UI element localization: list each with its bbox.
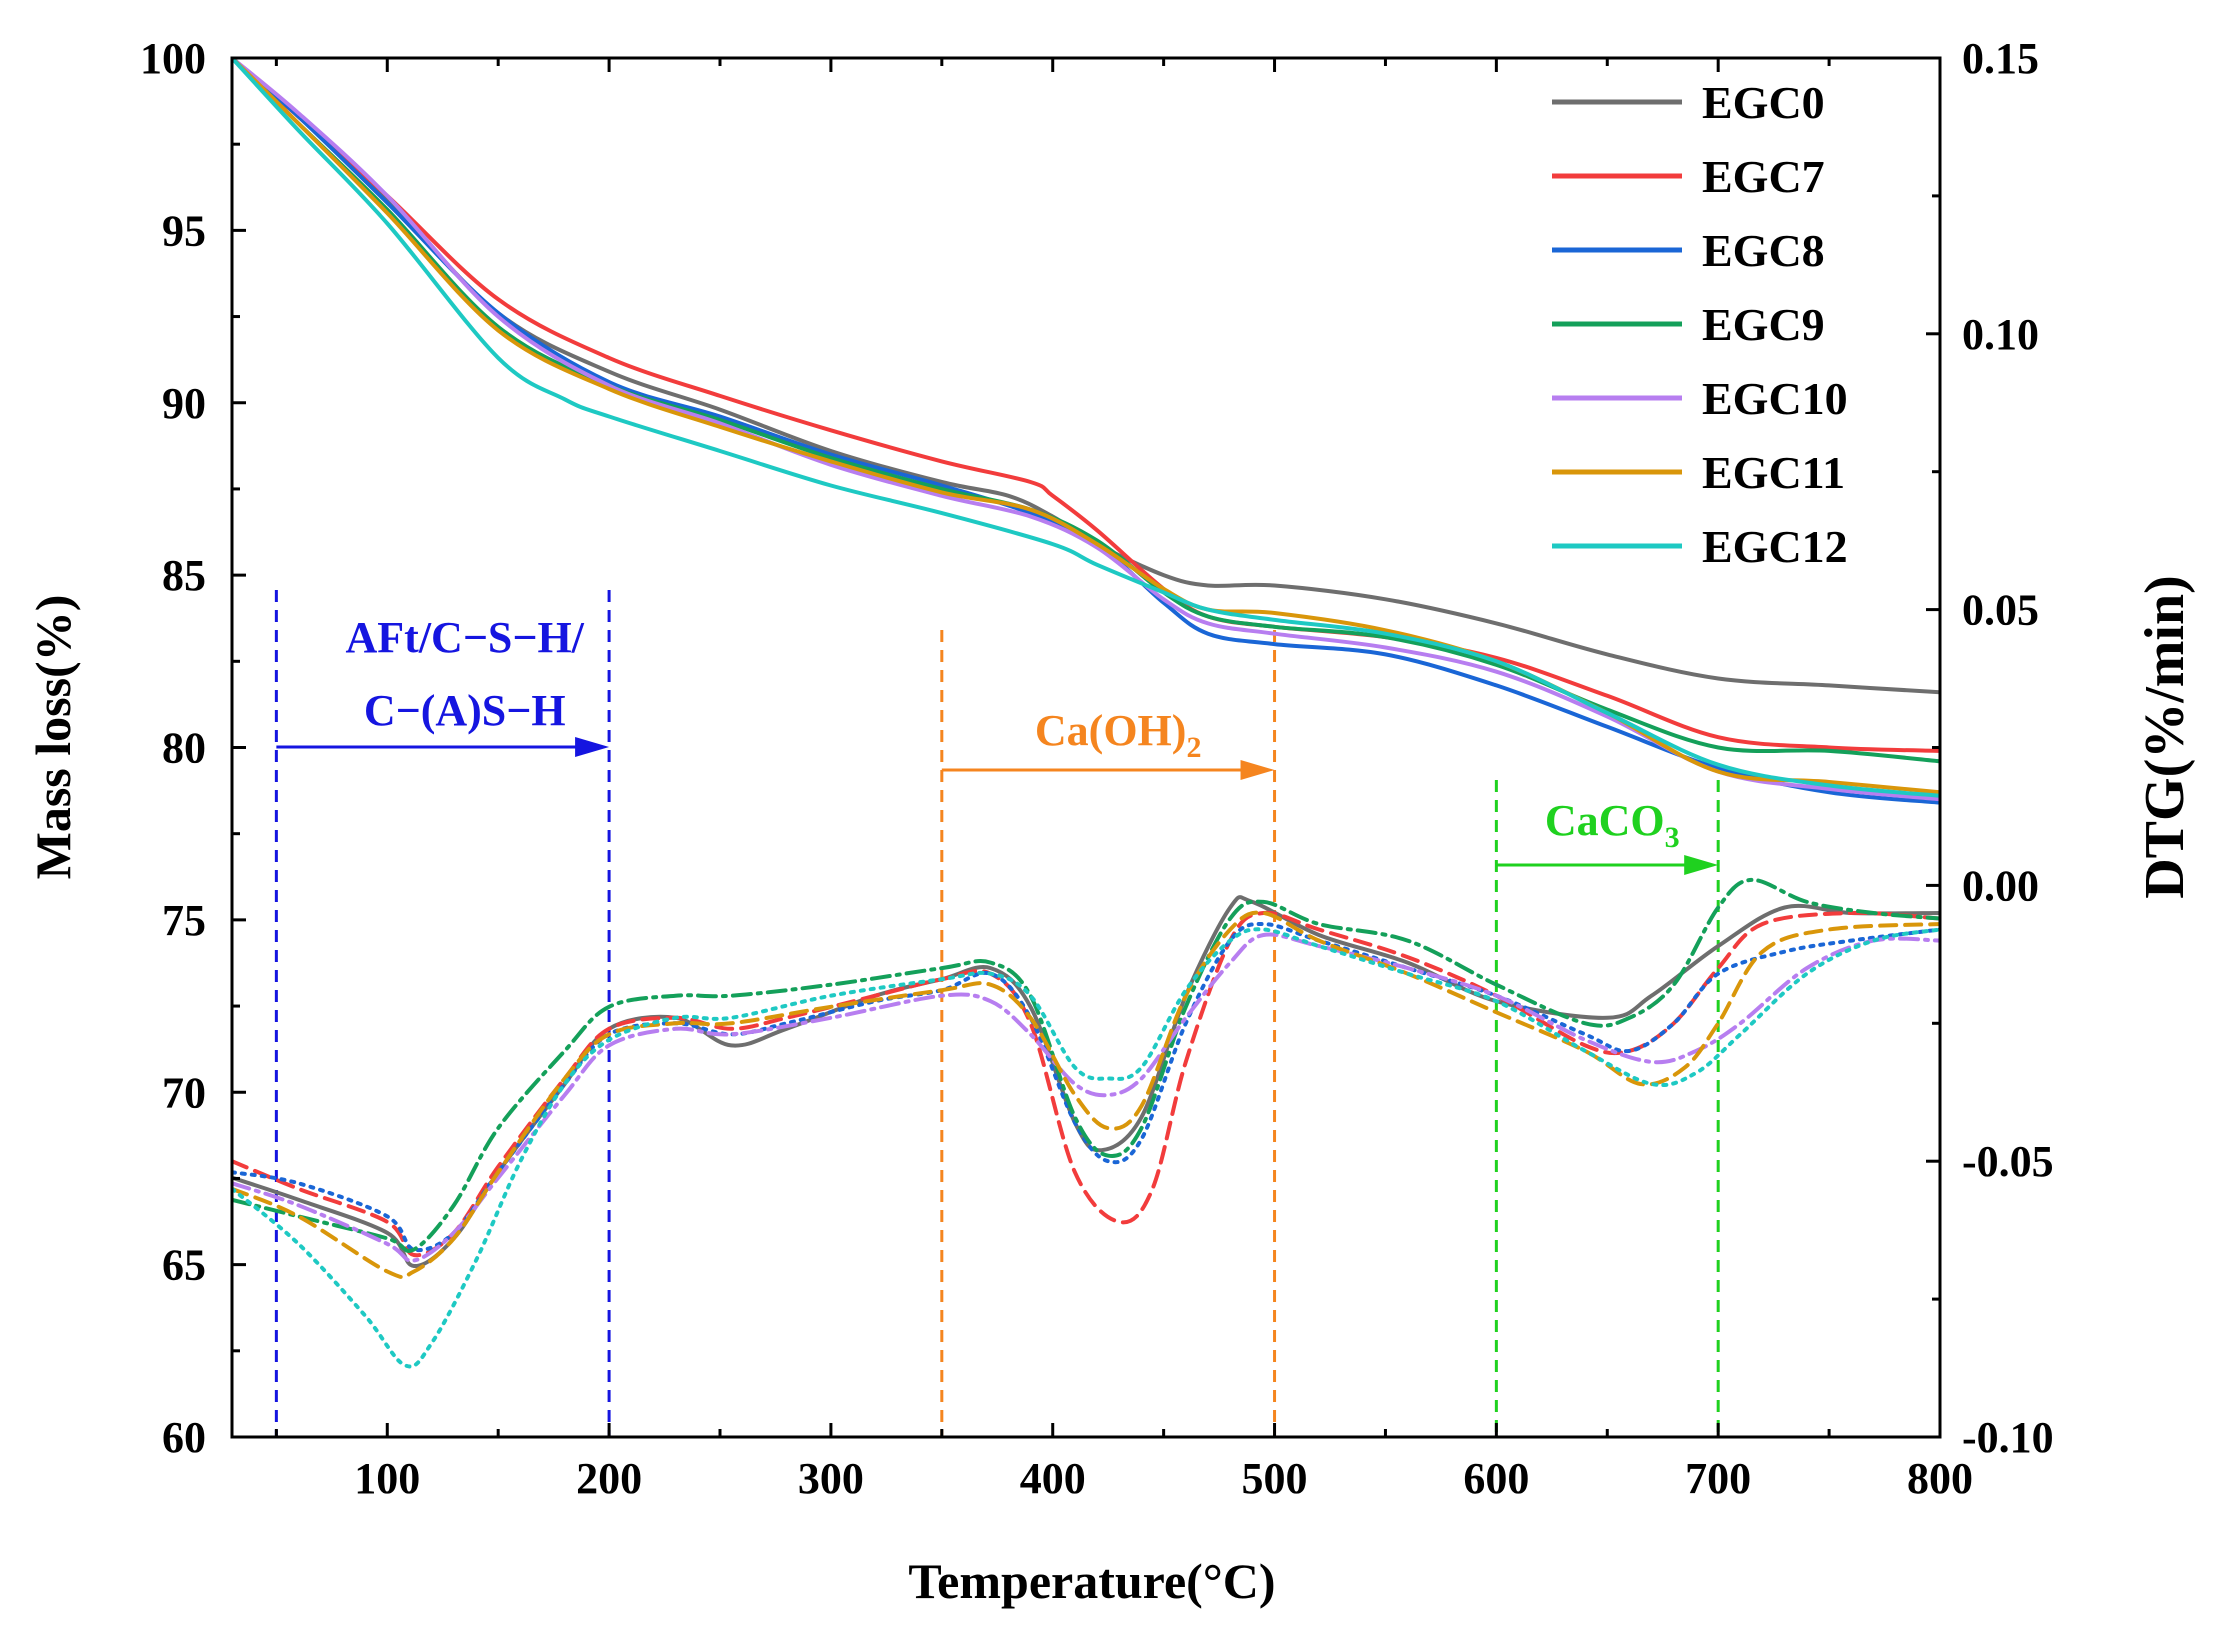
- annotations-layer: AFt/C−S−H/C−(A)S−H Ca(OH)2 CaCO3: [274, 590, 1720, 1437]
- y-left-tick-label: 100: [140, 34, 206, 83]
- x-tick-label: 700: [1685, 1454, 1751, 1503]
- legend: EGC0 EGC7 EGC8 EGC9 EGC10 EGC11 EGC12: [1552, 77, 1848, 572]
- y-left-axis-title: Mass loss(%): [25, 595, 81, 880]
- dtg-line-egc10: [232, 932, 1940, 1263]
- dtg-line-egc7: [232, 910, 1940, 1258]
- dtg-curves: [232, 877, 1940, 1369]
- region-arrowhead: [1684, 855, 1719, 875]
- y-right-tick-label: -0.05: [1962, 1137, 2054, 1186]
- region-annotation-2: CaCO3: [1494, 780, 1720, 1437]
- dtg-line-egc9: [232, 877, 1940, 1253]
- y-right-tick-label: 0.05: [1962, 586, 2039, 635]
- y-left-tick-label: 90: [162, 379, 206, 428]
- y-right-axis-title: DTG(%/min): [2134, 575, 2196, 899]
- region-label: Ca(OH)2: [1035, 706, 1202, 764]
- y-right-tick-label: 0.00: [1962, 861, 2039, 910]
- axes: 100 200 300 400 500 600 700 800 60 65 70 75 80 85 90 95…: [140, 34, 2054, 1503]
- x-tick-label: 800: [1907, 1454, 1973, 1503]
- x-tick-label: 500: [1242, 1454, 1308, 1503]
- legend-label: EGC8: [1702, 225, 1825, 276]
- region-annotation-1: Ca(OH)2: [940, 630, 1277, 1437]
- legend-entry-egc11: EGC11: [1552, 447, 1845, 498]
- legend-entry-egc9: EGC9: [1552, 299, 1825, 350]
- region-arrowhead: [575, 737, 610, 757]
- legend-label: EGC12: [1702, 521, 1848, 572]
- x-tick-label: 300: [798, 1454, 864, 1503]
- y-left-tick-label: 80: [162, 724, 206, 773]
- tg-line-egc0: [232, 58, 1940, 695]
- y-left-tick-label: 60: [162, 1413, 206, 1462]
- legend-label: EGC9: [1702, 299, 1825, 350]
- tg-curves: [232, 58, 1940, 805]
- region-label-subscript: 3: [1665, 821, 1680, 854]
- region-label: CaCO3: [1545, 796, 1680, 854]
- legend-label: EGC11: [1702, 447, 1845, 498]
- legend-label: EGC10: [1702, 373, 1848, 424]
- region-label-main: Ca(OH): [1035, 706, 1187, 755]
- y-left-tick-label: 70: [162, 1068, 206, 1117]
- region-label-line-1: C−(A)S−H: [364, 686, 566, 735]
- y-left-tick-label: 65: [162, 1241, 206, 1290]
- y-left-tick-label: 95: [162, 206, 206, 255]
- legend-label: EGC0: [1702, 77, 1825, 128]
- region-arrowhead: [1240, 760, 1275, 780]
- legend-entry-egc12: EGC12: [1552, 521, 1848, 572]
- legend-label: EGC7: [1702, 151, 1825, 202]
- region-annotation-0: AFt/C−S−H/C−(A)S−H: [274, 590, 611, 1437]
- y-right-tick-label: 0.15: [1962, 34, 2039, 83]
- tg-line-egc7: [232, 58, 1940, 753]
- tg-line-egc11: [232, 58, 1940, 795]
- legend-entry-egc0: EGC0: [1552, 77, 1825, 128]
- tg-line-egc12: [232, 58, 1940, 798]
- x-tick-label: 600: [1463, 1454, 1529, 1503]
- region-label-subscript: 2: [1186, 731, 1201, 764]
- legend-entry-egc10: EGC10: [1552, 373, 1848, 424]
- legend-entry-egc8: EGC8: [1552, 225, 1825, 276]
- region-label-main: CaCO: [1545, 796, 1665, 845]
- y-right-tick-label: 0.10: [1962, 310, 2039, 359]
- x-tick-label: 200: [576, 1454, 642, 1503]
- y-left-tick-label: 75: [162, 896, 206, 945]
- y-right-tick-label: -0.10: [1962, 1413, 2054, 1462]
- region-label-line-0: AFt/C−S−H/: [346, 613, 585, 662]
- x-tick-label: 100: [354, 1454, 420, 1503]
- tg-line-egc9: [232, 58, 1940, 764]
- legend-entry-egc7: EGC7: [1552, 151, 1825, 202]
- x-axis-title: Temperature(°C): [908, 1553, 1275, 1609]
- y-left-tick-label: 85: [162, 551, 206, 600]
- dtg-line-egc12: [232, 927, 1940, 1369]
- x-tick-label: 400: [1020, 1454, 1086, 1503]
- dtg-line-egc11: [232, 910, 1940, 1280]
- tg-line-egc10: [232, 58, 1940, 802]
